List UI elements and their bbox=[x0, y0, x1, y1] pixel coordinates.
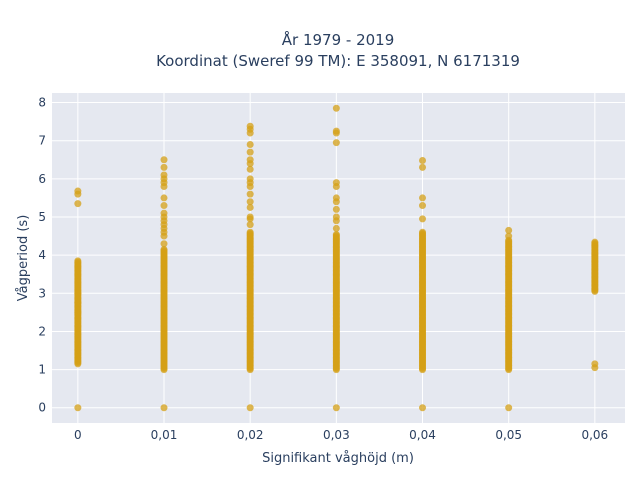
data-point bbox=[74, 187, 82, 195]
data-point bbox=[591, 238, 599, 246]
data-point bbox=[246, 221, 254, 229]
data-point bbox=[332, 404, 340, 412]
data-point bbox=[505, 226, 513, 234]
data-point bbox=[160, 163, 168, 171]
y-tick-label: 1 bbox=[38, 363, 46, 377]
data-point bbox=[160, 156, 168, 164]
x-axis-label: Signifikant våghöjd (m) bbox=[262, 451, 414, 466]
data-point bbox=[332, 179, 340, 187]
data-point bbox=[332, 127, 340, 135]
data-point bbox=[419, 404, 427, 412]
data-point bbox=[246, 198, 254, 206]
data-point bbox=[246, 141, 254, 149]
data-point bbox=[332, 104, 340, 112]
data-point bbox=[332, 224, 340, 232]
x-tick-labels: 0 0,01 0,02 0,03 0,04 0,05 0,06 bbox=[74, 428, 608, 442]
x-tick-label: 0,04 bbox=[409, 428, 436, 442]
data-point bbox=[246, 122, 254, 130]
y-tick-label: 7 bbox=[38, 134, 46, 148]
data-point bbox=[160, 171, 168, 179]
data-point bbox=[160, 240, 168, 248]
y-tick-label: 4 bbox=[38, 248, 46, 262]
data-point bbox=[160, 404, 168, 412]
data-point bbox=[246, 190, 254, 198]
data-point bbox=[74, 308, 82, 316]
data-point bbox=[160, 194, 168, 202]
data-point bbox=[74, 257, 82, 265]
data-points bbox=[74, 104, 599, 412]
data-point bbox=[505, 232, 513, 240]
x-tick-label: 0 bbox=[74, 428, 82, 442]
data-point bbox=[160, 202, 168, 210]
data-point bbox=[74, 404, 82, 412]
data-point bbox=[246, 165, 254, 173]
data-point bbox=[419, 202, 427, 210]
data-point bbox=[74, 200, 82, 208]
data-point bbox=[419, 163, 427, 171]
y-axis-label: Vågperiod (s) bbox=[16, 215, 31, 302]
chart-title: År 1979 - 2019 bbox=[282, 30, 395, 49]
data-point bbox=[332, 205, 340, 213]
data-point bbox=[246, 156, 254, 164]
x-tick-label: 0,02 bbox=[237, 428, 264, 442]
y-tick-label: 8 bbox=[38, 96, 46, 110]
y-tick-label: 3 bbox=[38, 286, 46, 300]
data-point bbox=[246, 203, 254, 211]
data-point bbox=[591, 360, 599, 368]
data-point bbox=[246, 228, 254, 236]
data-point bbox=[160, 209, 168, 217]
data-point bbox=[332, 231, 340, 239]
x-tick-label: 0,01 bbox=[151, 428, 178, 442]
data-point bbox=[332, 213, 340, 221]
data-point bbox=[246, 175, 254, 183]
y-tick-label: 5 bbox=[38, 210, 46, 224]
data-point bbox=[332, 139, 340, 147]
data-point bbox=[160, 245, 168, 253]
data-point bbox=[246, 404, 254, 412]
data-point bbox=[246, 148, 254, 156]
data-point bbox=[246, 213, 254, 221]
x-tick-label: 0,05 bbox=[495, 428, 522, 442]
data-point bbox=[419, 228, 427, 236]
data-point bbox=[332, 194, 340, 202]
y-tick-label: 0 bbox=[38, 401, 46, 415]
data-point bbox=[505, 404, 513, 412]
y-tick-label: 2 bbox=[38, 324, 46, 338]
data-point bbox=[419, 215, 427, 223]
chart-subtitle: Koordinat (Sweref 99 TM): E 358091, N 61… bbox=[156, 52, 520, 70]
x-tick-label: 0,06 bbox=[581, 428, 608, 442]
y-tick-label: 6 bbox=[38, 172, 46, 186]
data-point bbox=[419, 157, 427, 165]
data-point bbox=[419, 194, 427, 202]
y-tick-labels: 0 1 2 3 4 5 6 7 8 bbox=[38, 96, 46, 415]
data-point bbox=[74, 299, 82, 307]
data-point bbox=[74, 289, 82, 297]
x-tick-label: 0,03 bbox=[323, 428, 350, 442]
